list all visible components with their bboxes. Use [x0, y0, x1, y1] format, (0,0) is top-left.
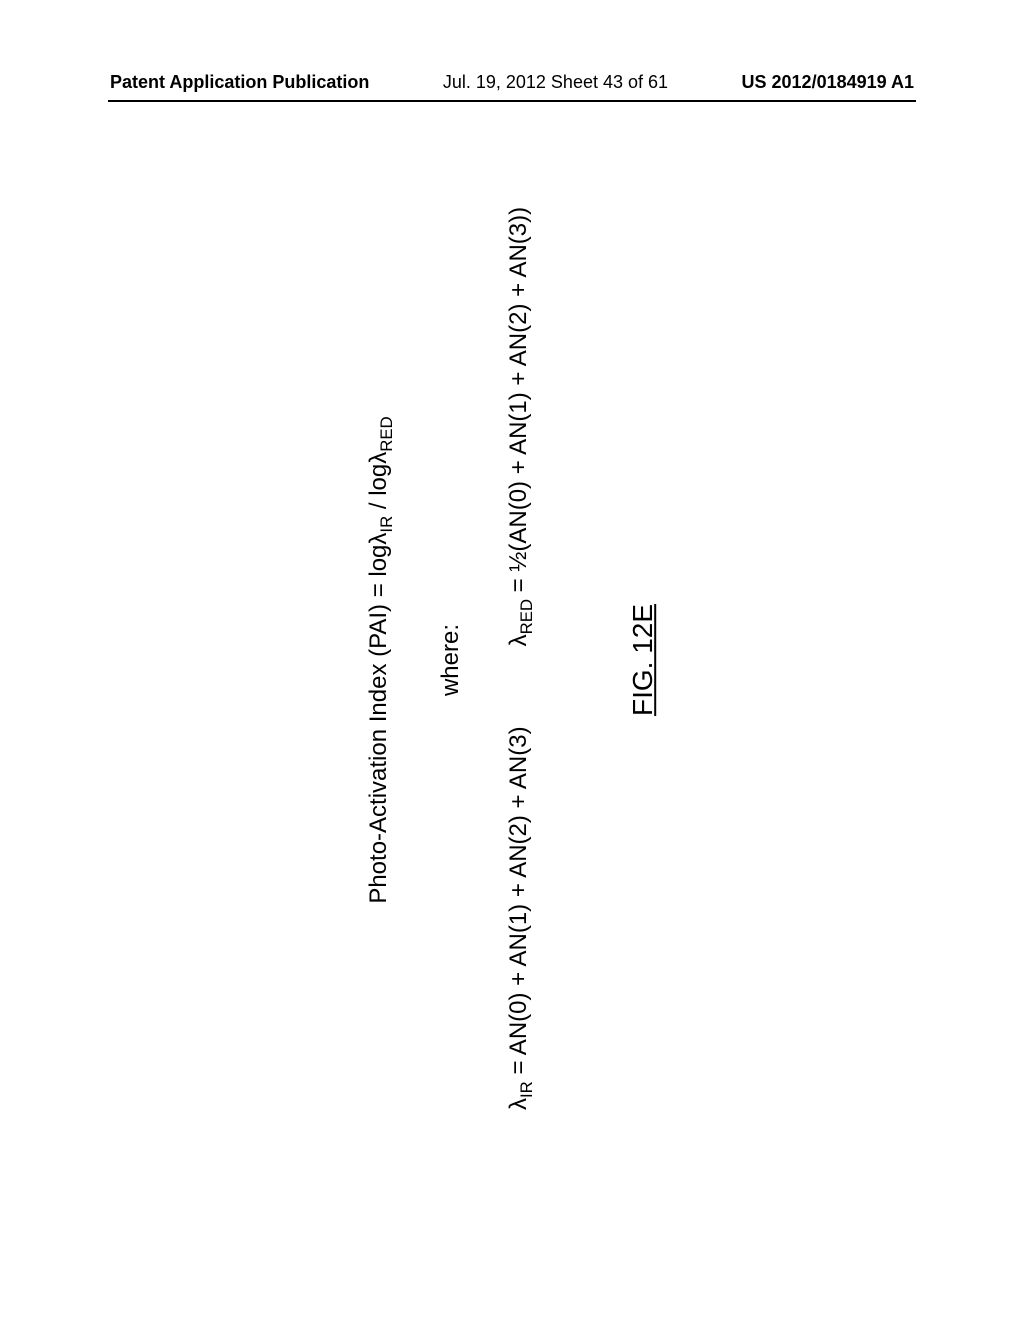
where-label: where:	[437, 210, 465, 1110]
header-center-text: Jul. 19, 2012 Sheet 43 of 61	[443, 72, 668, 93]
formula-mid: / logλ	[365, 452, 392, 516]
lambda-ir-sub: IR	[517, 1081, 536, 1098]
header-left-text: Patent Application Publication	[110, 72, 369, 93]
header-divider	[108, 100, 916, 102]
page-header: Patent Application Publication Jul. 19, …	[0, 72, 1024, 93]
formula-prefix: Photo-Activation Index (PAI) = logλ	[365, 533, 392, 904]
lambda-definitions: λIR = AN(0) + AN(1) + AN(2) + AN(3) λRED…	[505, 210, 537, 1110]
formula-sub-ir: IR	[377, 516, 396, 533]
lambda-ir-symbol: λ	[505, 1098, 532, 1110]
figure-content: Photo-Activation Index (PAI) = logλIR / …	[365, 210, 659, 1110]
lambda-red-expression: = ½(AN(0) + AN(1) + AN(2) + AN(3))	[505, 207, 532, 599]
main-formula: Photo-Activation Index (PAI) = logλIR / …	[365, 210, 397, 1110]
lambda-ir-expression: = AN(0) + AN(1) + AN(2) + AN(3)	[505, 726, 532, 1081]
figure-number: FIG. 12E	[627, 210, 659, 1110]
lambda-red-symbol: λ	[505, 634, 532, 646]
lambda-ir-definition: λIR = AN(0) + AN(1) + AN(2) + AN(3)	[505, 726, 537, 1110]
formula-sub-red: RED	[377, 416, 396, 451]
lambda-red-definition: λRED = ½(AN(0) + AN(1) + AN(2) + AN(3))	[505, 207, 537, 647]
header-right-text: US 2012/0184919 A1	[742, 72, 914, 93]
lambda-red-sub: RED	[517, 599, 536, 634]
